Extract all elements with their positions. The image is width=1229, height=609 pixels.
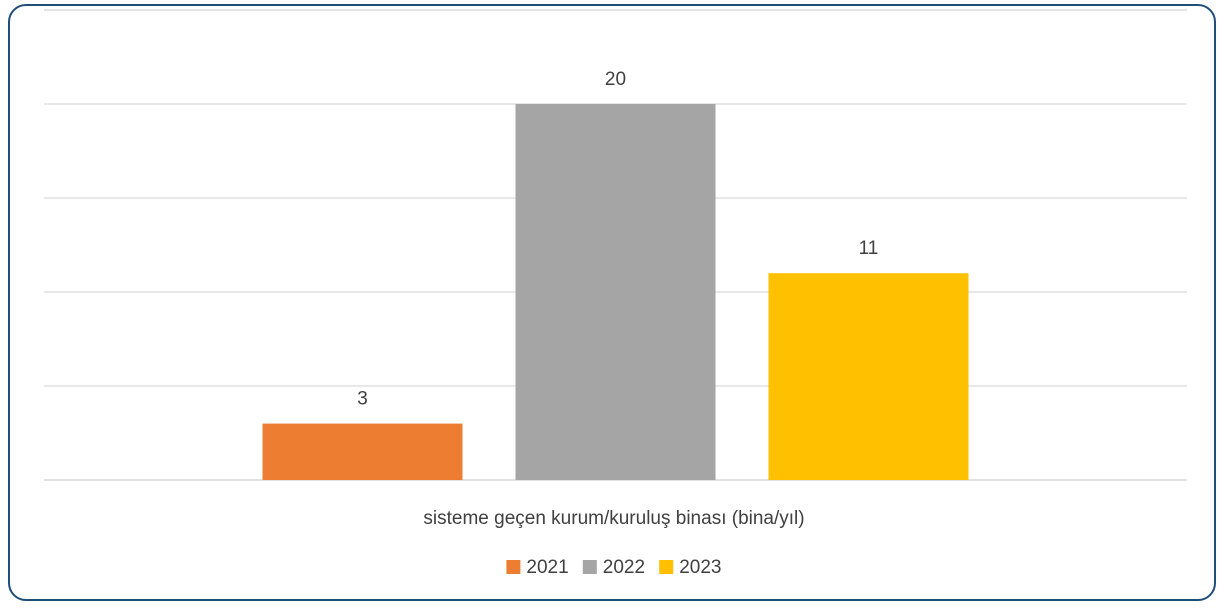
legend-swatch-2021 [506, 560, 521, 574]
legend-label-2022: 2022 [603, 557, 645, 578]
data-label-2023: 11 [859, 238, 879, 259]
legend-label-2023: 2023 [679, 557, 721, 578]
legend-label-2021: 2021 [526, 557, 568, 578]
legend-swatch-2022 [582, 560, 597, 574]
x-axis-category-label: sisteme geçen kurum/kuruluş binası (bina… [423, 508, 804, 529]
bar-2021 [262, 423, 463, 480]
bars [262, 104, 969, 480]
data-label-2021: 3 [357, 389, 368, 410]
legend: 2021 2022 2023 [506, 557, 721, 578]
data-labels: 3 20 11 [357, 69, 878, 410]
legend-swatch-2023 [659, 560, 674, 574]
bar-2023 [768, 273, 969, 480]
bar-2022 [515, 104, 716, 480]
data-label-2022: 20 [605, 69, 626, 90]
